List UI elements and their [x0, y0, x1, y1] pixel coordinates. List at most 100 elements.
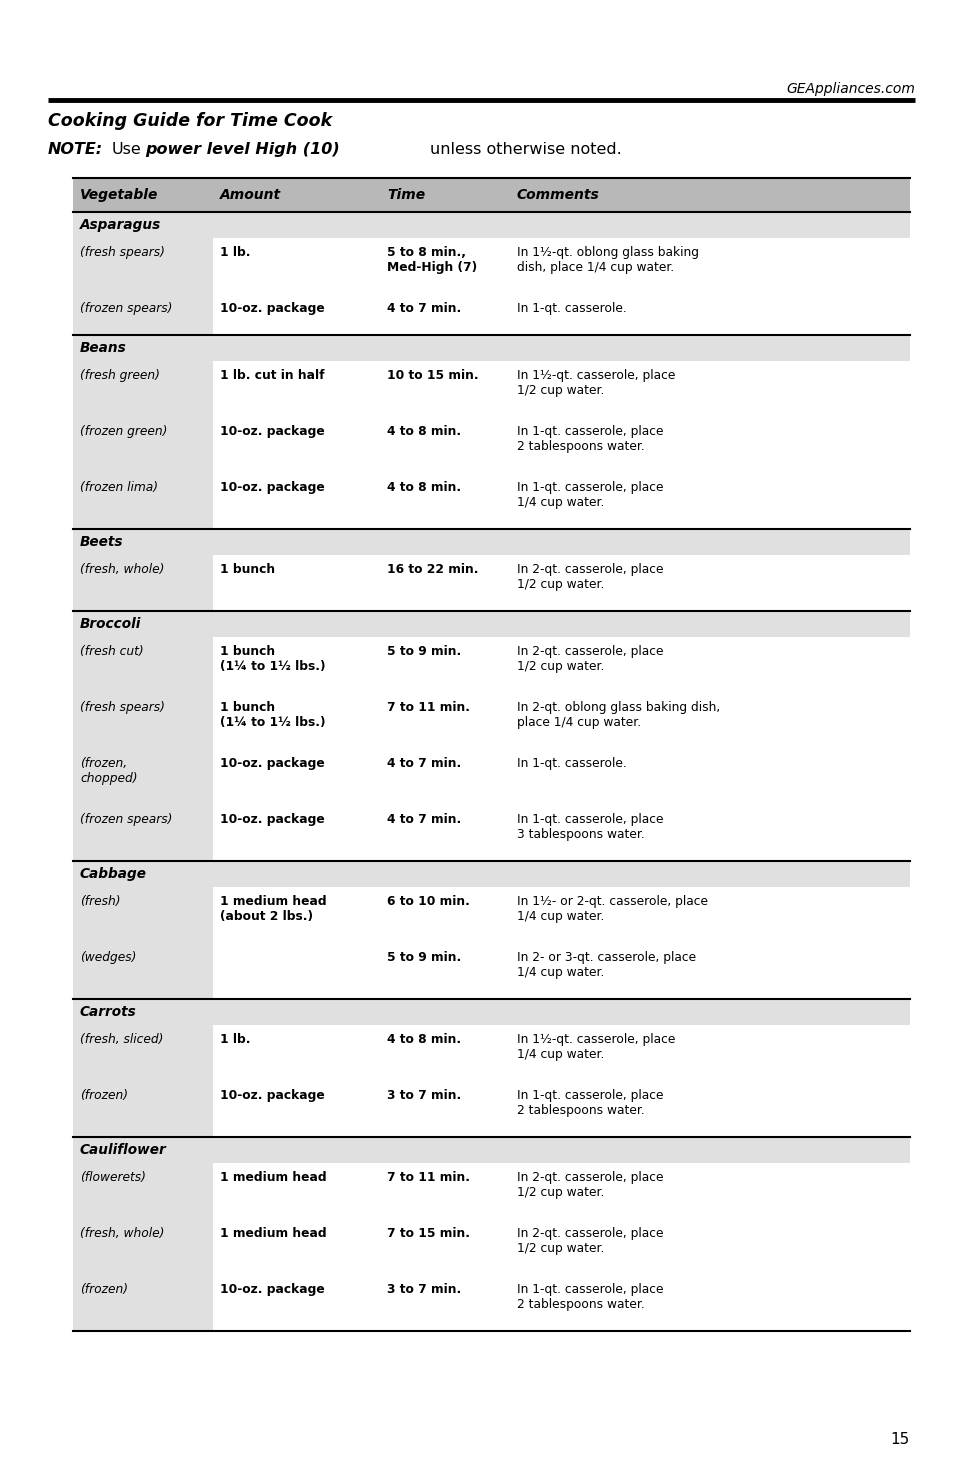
Bar [73, 1137, 909, 1162]
Text: 1 lb.: 1 lb. [220, 1032, 251, 1046]
Bar [73, 1081, 213, 1137]
Text: (fresh, sliced): (fresh, sliced) [80, 1032, 163, 1046]
Text: 1 bunch: 1 bunch [220, 701, 274, 714]
Text: 10-oz. package: 10-oz. package [220, 757, 324, 770]
Text: 5 to 8 min.,: 5 to 8 min., [387, 246, 465, 260]
Text: chopped): chopped) [80, 771, 137, 785]
Text: 1/2 cup water.: 1/2 cup water. [517, 659, 604, 673]
Text: Time: Time [387, 187, 425, 202]
Text: 7 to 11 min.: 7 to 11 min. [387, 1171, 470, 1184]
Text: dish, place 1/4 cup water.: dish, place 1/4 cup water. [517, 261, 674, 274]
Text: In 2-qt. casserole, place: In 2-qt. casserole, place [517, 563, 662, 577]
Text: 1/4 cup water.: 1/4 cup water. [517, 910, 604, 923]
Bar [73, 555, 213, 611]
Text: 1/4 cup water.: 1/4 cup water. [517, 1049, 604, 1061]
Text: Cauliflower: Cauliflower [80, 1143, 167, 1156]
Text: (fresh, whole): (fresh, whole) [80, 1227, 164, 1240]
Text: 4 to 7 min.: 4 to 7 min. [387, 757, 460, 770]
Text: In 1½-qt. casserole, place: In 1½-qt. casserole, place [517, 369, 675, 382]
Text: In 1-qt. casserole.: In 1-qt. casserole. [517, 302, 626, 316]
Text: 6 to 10 min.: 6 to 10 min. [387, 895, 470, 909]
Text: 7 to 11 min.: 7 to 11 min. [387, 701, 470, 714]
Text: 1/4 cup water.: 1/4 cup water. [517, 496, 604, 509]
Text: Comments: Comments [517, 187, 599, 202]
Text: 1 lb.: 1 lb. [220, 246, 251, 260]
Bar [73, 749, 213, 805]
Text: 1 medium head: 1 medium head [220, 1227, 326, 1240]
Text: (frozen green): (frozen green) [80, 425, 167, 438]
Text: In 1-qt. casserole, place: In 1-qt. casserole, place [517, 1283, 662, 1297]
Bar [73, 886, 213, 943]
Text: (1¼ to 1½ lbs.): (1¼ to 1½ lbs.) [220, 659, 325, 673]
Text: 1 medium head: 1 medium head [220, 1171, 326, 1184]
Text: (frozen spears): (frozen spears) [80, 813, 172, 826]
Text: 10-oz. package: 10-oz. package [220, 425, 324, 438]
Text: (wedges): (wedges) [80, 951, 136, 965]
Text: 5 to 9 min.: 5 to 9 min. [387, 645, 460, 658]
Text: 2 tablespoons water.: 2 tablespoons water. [517, 440, 644, 453]
Text: place 1/4 cup water.: place 1/4 cup water. [517, 715, 640, 729]
Text: Vegetable: Vegetable [80, 187, 158, 202]
Text: 10-oz. package: 10-oz. package [220, 481, 324, 494]
Bar [73, 861, 909, 886]
Text: In 1-qt. casserole.: In 1-qt. casserole. [517, 757, 626, 770]
Text: Carrots: Carrots [80, 1004, 136, 1019]
Text: Use: Use [112, 142, 142, 156]
Text: 10-oz. package: 10-oz. package [220, 302, 324, 316]
Text: (fresh): (fresh) [80, 895, 120, 909]
Text: 10-oz. package: 10-oz. package [220, 1283, 324, 1297]
Text: Amount: Amount [220, 187, 281, 202]
Text: In 2-qt. casserole, place: In 2-qt. casserole, place [517, 1171, 662, 1184]
Text: Beans: Beans [80, 341, 127, 355]
Text: 1/2 cup water.: 1/2 cup water. [517, 578, 604, 591]
Text: 10-oz. package: 10-oz. package [220, 1089, 324, 1102]
Text: (fresh spears): (fresh spears) [80, 246, 165, 260]
Text: (fresh green): (fresh green) [80, 369, 160, 382]
Text: (frozen,: (frozen, [80, 757, 127, 770]
Text: 4 to 8 min.: 4 to 8 min. [387, 481, 460, 494]
Bar [73, 637, 213, 693]
Text: 10-oz. package: 10-oz. package [220, 813, 324, 826]
Text: 15: 15 [890, 1432, 909, 1447]
Bar [73, 1025, 213, 1081]
Text: 1 lb. cut in half: 1 lb. cut in half [220, 369, 324, 382]
Text: Broccoli: Broccoli [80, 617, 141, 631]
Text: 10 to 15 min.: 10 to 15 min. [387, 369, 478, 382]
Text: 1/2 cup water.: 1/2 cup water. [517, 1242, 604, 1255]
Text: In 1-qt. casserole, place: In 1-qt. casserole, place [517, 481, 662, 494]
Text: 1/2 cup water.: 1/2 cup water. [517, 384, 604, 397]
Text: (frozen): (frozen) [80, 1283, 128, 1297]
Text: Cabbage: Cabbage [80, 867, 147, 881]
Text: (fresh, whole): (fresh, whole) [80, 563, 164, 577]
Text: 16 to 22 min.: 16 to 22 min. [387, 563, 478, 577]
Bar [73, 530, 909, 555]
Text: 1/2 cup water.: 1/2 cup water. [517, 1186, 604, 1199]
Text: In 2-qt. casserole, place: In 2-qt. casserole, place [517, 645, 662, 658]
Text: 2 tablespoons water.: 2 tablespoons water. [517, 1103, 644, 1117]
Text: In 1-qt. casserole, place: In 1-qt. casserole, place [517, 813, 662, 826]
Text: 4 to 8 min.: 4 to 8 min. [387, 425, 460, 438]
Bar [73, 611, 909, 637]
Text: 1 bunch: 1 bunch [220, 645, 274, 658]
Bar [73, 361, 213, 417]
Bar [73, 999, 909, 1025]
Text: (fresh cut): (fresh cut) [80, 645, 144, 658]
Text: NOTE:: NOTE: [48, 142, 103, 156]
Text: 3 tablespoons water.: 3 tablespoons water. [517, 827, 644, 841]
Text: (1¼ to 1½ lbs.): (1¼ to 1½ lbs.) [220, 715, 325, 729]
Bar [73, 237, 213, 294]
Text: In 1½-qt. oblong glass baking: In 1½-qt. oblong glass baking [517, 246, 699, 260]
Bar [73, 1218, 213, 1274]
Text: power level High (10): power level High (10) [145, 142, 339, 156]
Text: 4 to 7 min.: 4 to 7 min. [387, 813, 460, 826]
Text: 3 to 7 min.: 3 to 7 min. [387, 1089, 460, 1102]
Text: 2 tablespoons water.: 2 tablespoons water. [517, 1298, 644, 1311]
Text: 7 to 15 min.: 7 to 15 min. [387, 1227, 470, 1240]
Bar [73, 335, 909, 361]
Text: In 2-qt. oblong glass baking dish,: In 2-qt. oblong glass baking dish, [517, 701, 720, 714]
Text: In 1½- or 2-qt. casserole, place: In 1½- or 2-qt. casserole, place [517, 895, 707, 909]
Text: Beets: Beets [80, 535, 123, 549]
Text: In 2- or 3-qt. casserole, place: In 2- or 3-qt. casserole, place [517, 951, 696, 965]
Text: 1/4 cup water.: 1/4 cup water. [517, 966, 604, 979]
Text: (about 2 lbs.): (about 2 lbs.) [220, 910, 313, 923]
